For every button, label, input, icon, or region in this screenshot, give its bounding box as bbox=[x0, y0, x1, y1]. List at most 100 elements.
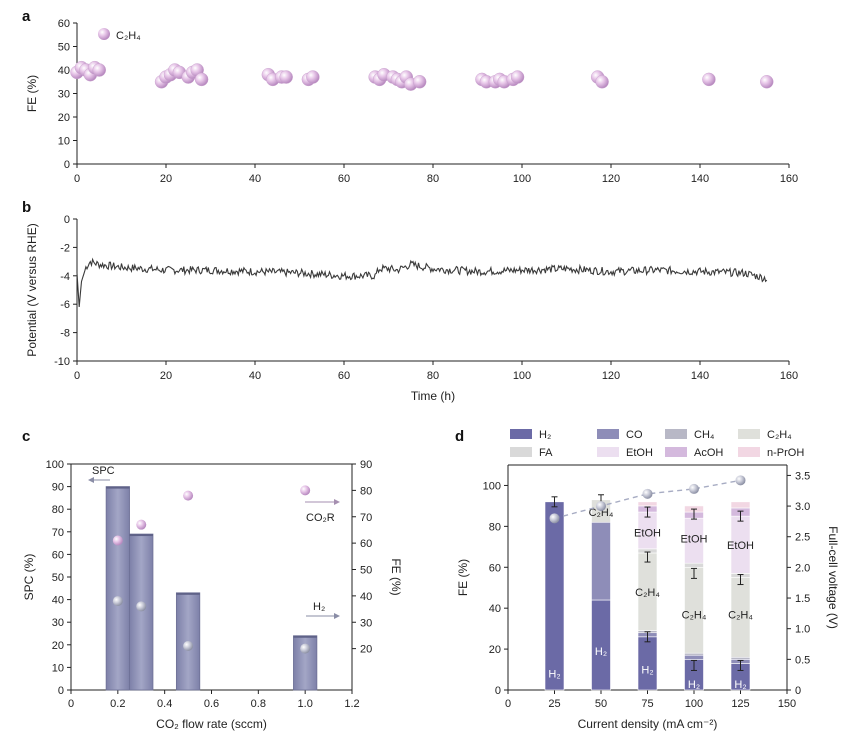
h2-fe-point bbox=[300, 643, 311, 654]
stacked-segment bbox=[730, 501, 751, 509]
segment-label: H₂ bbox=[734, 679, 746, 691]
segment-label: EtOH bbox=[634, 528, 661, 540]
x-tick-label: 0.2 bbox=[110, 698, 125, 710]
x-tick-label: 120 bbox=[602, 173, 620, 185]
y2-tick-label: 40 bbox=[360, 591, 372, 603]
panel-d-current-density: H₂ CO CH₄ C₂H₄ FA EtOH AcOH n-PrOH 0 20 40 60 80 100 0… bbox=[456, 429, 840, 731]
y2-tick-label: 1.5 bbox=[795, 593, 810, 605]
spc-bar bbox=[105, 486, 130, 691]
y2-tick-label: 20 bbox=[360, 644, 372, 656]
panel-label-a: a bbox=[22, 8, 31, 25]
potential-line bbox=[76, 257, 768, 308]
co2r-fe-point bbox=[136, 519, 147, 530]
legend-swatch bbox=[597, 429, 619, 439]
legend-label: CH₄ bbox=[694, 429, 715, 441]
data-point-fe bbox=[279, 70, 293, 84]
legend-swatch bbox=[597, 447, 619, 457]
y2-tick-label: 0 bbox=[795, 685, 801, 697]
y-tick-label: 0 bbox=[58, 685, 64, 697]
legend-label: n-PrOH bbox=[767, 447, 804, 459]
legend-swatch bbox=[510, 429, 532, 439]
x-tick-label: 1.2 bbox=[344, 698, 359, 710]
segment-label: EtOH bbox=[681, 534, 708, 546]
segment-label: H₂ bbox=[641, 665, 653, 677]
panel-c-flow-rate: 0 10 20 30 40 50 60 70 80 90 100 20 30 40 50 60 70 80 90 0 0… bbox=[22, 459, 403, 731]
y-tick-label: 0 bbox=[64, 214, 70, 226]
legend-swatch bbox=[738, 447, 760, 457]
data-point-fe bbox=[510, 70, 525, 84]
panel-a-fe-stability: 0 10 20 30 40 50 60 0 20 40 60 80 100 120 140 160 FE (%)… bbox=[25, 18, 798, 185]
x-tick-label: 0.4 bbox=[157, 698, 172, 710]
segment-label: H₂ bbox=[595, 646, 607, 658]
x-tick-label: 0 bbox=[505, 698, 511, 710]
y2-tick-label: 2.0 bbox=[795, 562, 810, 574]
stacked-segment bbox=[637, 636, 658, 691]
x-tick-label: 0 bbox=[74, 173, 80, 185]
y-tick-label: 20 bbox=[58, 112, 70, 124]
spc-bar-cap bbox=[129, 534, 153, 537]
y2-axis-title: Full-cell voltage (V) bbox=[826, 526, 840, 629]
x-axis-title: CO₂ flow rate (sccm) bbox=[156, 717, 267, 731]
y-tick-label: 40 bbox=[489, 603, 501, 615]
segment-label: C₂H₄ bbox=[589, 507, 614, 519]
x-tick-label: 125 bbox=[731, 698, 749, 710]
voltage-point bbox=[596, 501, 606, 512]
y-axis-title: SPC (%) bbox=[22, 554, 36, 601]
x-tick-label: 60 bbox=[338, 173, 350, 185]
x-tick-label: 140 bbox=[691, 173, 709, 185]
segment-label: EtOH bbox=[727, 540, 754, 552]
y-tick-label: 60 bbox=[52, 549, 64, 561]
y-tick-label: 80 bbox=[52, 504, 64, 516]
spc-arrow-head bbox=[88, 477, 94, 483]
y2-tick-label: 3.0 bbox=[795, 501, 810, 513]
voltage-point bbox=[689, 483, 699, 494]
co2r-fe-point bbox=[183, 490, 194, 501]
y2-tick-label: 90 bbox=[360, 459, 372, 471]
panel-label-c: c bbox=[22, 428, 30, 445]
legend-label-c2h4: C₂H₄ bbox=[116, 30, 141, 42]
h2-fe-point bbox=[112, 596, 123, 607]
y-tick-label: 30 bbox=[52, 617, 64, 629]
x-tick-label: 80 bbox=[427, 173, 439, 185]
legend-swatch bbox=[665, 429, 687, 439]
y2-axis-title: FE (%) bbox=[389, 558, 403, 595]
data-point-fe bbox=[306, 70, 320, 84]
x-tick-label: 0.6 bbox=[204, 698, 219, 710]
x-tick-label: 25 bbox=[548, 698, 560, 710]
x-tick-label: 100 bbox=[513, 370, 531, 382]
y-axis-title: FE (%) bbox=[25, 75, 39, 112]
x-tick-label: 150 bbox=[778, 698, 796, 710]
legend-label: EtOH bbox=[626, 447, 653, 459]
y-tick-label: 50 bbox=[58, 42, 70, 54]
y-tick-label: 50 bbox=[52, 572, 64, 584]
data-point-fe bbox=[702, 72, 716, 87]
legend-label: H₂ bbox=[539, 429, 551, 441]
x-tick-label: 160 bbox=[780, 173, 798, 185]
stacked-segment bbox=[544, 501, 565, 691]
stacked-segment bbox=[684, 562, 704, 568]
legend-label: FA bbox=[539, 447, 553, 459]
y-tick-label: 70 bbox=[52, 527, 64, 539]
stacked-segment bbox=[637, 501, 658, 507]
x-tick-label: 140 bbox=[691, 370, 709, 382]
h2-arrow-head bbox=[334, 613, 340, 619]
voltage-point bbox=[549, 513, 560, 524]
x-tick-label: 0 bbox=[68, 698, 74, 710]
stacked-segment bbox=[591, 521, 611, 601]
co2r-annotation: CO₂R bbox=[306, 512, 335, 524]
spc-annotation: SPC bbox=[92, 465, 115, 477]
y2-tick-label: 60 bbox=[360, 538, 372, 550]
y2-tick-label: 30 bbox=[360, 617, 372, 629]
y-tick-label: -4 bbox=[60, 271, 70, 283]
panel-label-d: d bbox=[455, 428, 464, 445]
x-tick-label: 40 bbox=[249, 370, 261, 382]
y-tick-label: 30 bbox=[58, 89, 70, 101]
y-tick-label: 0 bbox=[64, 159, 70, 171]
x-tick-label: 0 bbox=[74, 370, 80, 382]
data-point-fe bbox=[760, 75, 774, 89]
stacked-segment bbox=[684, 654, 704, 660]
segment-label: C₂H₄ bbox=[682, 609, 707, 621]
y-tick-label: 10 bbox=[58, 136, 70, 148]
y-tick-label: -6 bbox=[60, 299, 70, 311]
